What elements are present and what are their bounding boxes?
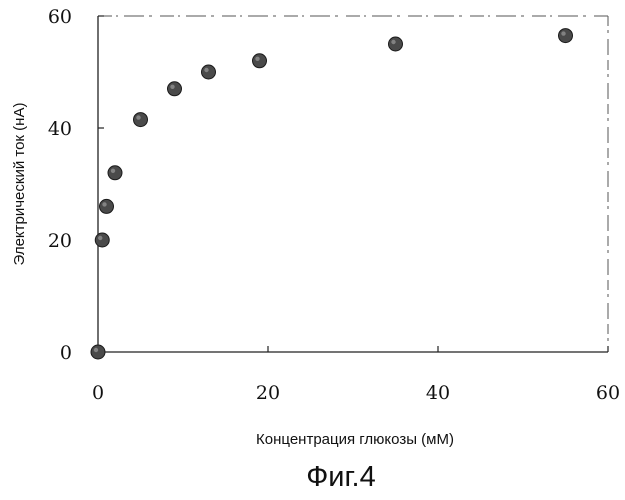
data-point-4 xyxy=(134,113,148,127)
y-tick-label-3: 60 xyxy=(48,6,72,28)
x-axis-label: Концентрация глюкозы (мМ) xyxy=(256,431,454,448)
data-points xyxy=(91,29,573,359)
y-tick-label-1: 20 xyxy=(48,230,72,252)
y-tick-label-0: 0 xyxy=(60,342,72,364)
data-point-1 xyxy=(95,233,109,247)
x-tick-label-3: 60 xyxy=(596,382,620,404)
data-point-0 xyxy=(91,345,105,359)
x-tick-label-1: 20 xyxy=(256,382,280,404)
data-point-2 xyxy=(100,199,114,213)
x-axis-ticks xyxy=(98,346,608,352)
x-tick-label-2: 40 xyxy=(426,382,450,404)
data-point-6 xyxy=(202,65,216,79)
data-point-7 xyxy=(253,54,267,68)
y-axis-tick-labels: 0 20 40 60 xyxy=(48,6,72,364)
y-axis-ticks xyxy=(98,16,104,352)
x-tick-label-0: 0 xyxy=(92,382,104,404)
data-point-9 xyxy=(559,29,573,43)
data-point-5 xyxy=(168,82,182,96)
plot-frame xyxy=(98,16,608,352)
x-axis-tick-labels: 0 20 40 60 xyxy=(92,382,620,404)
data-point-3 xyxy=(108,166,122,180)
data-point-8 xyxy=(389,37,403,51)
y-axis-label: Электрический ток (нА) xyxy=(11,103,28,266)
figure-caption: Фиг.4 xyxy=(306,461,375,493)
y-tick-label-2: 40 xyxy=(48,118,72,140)
